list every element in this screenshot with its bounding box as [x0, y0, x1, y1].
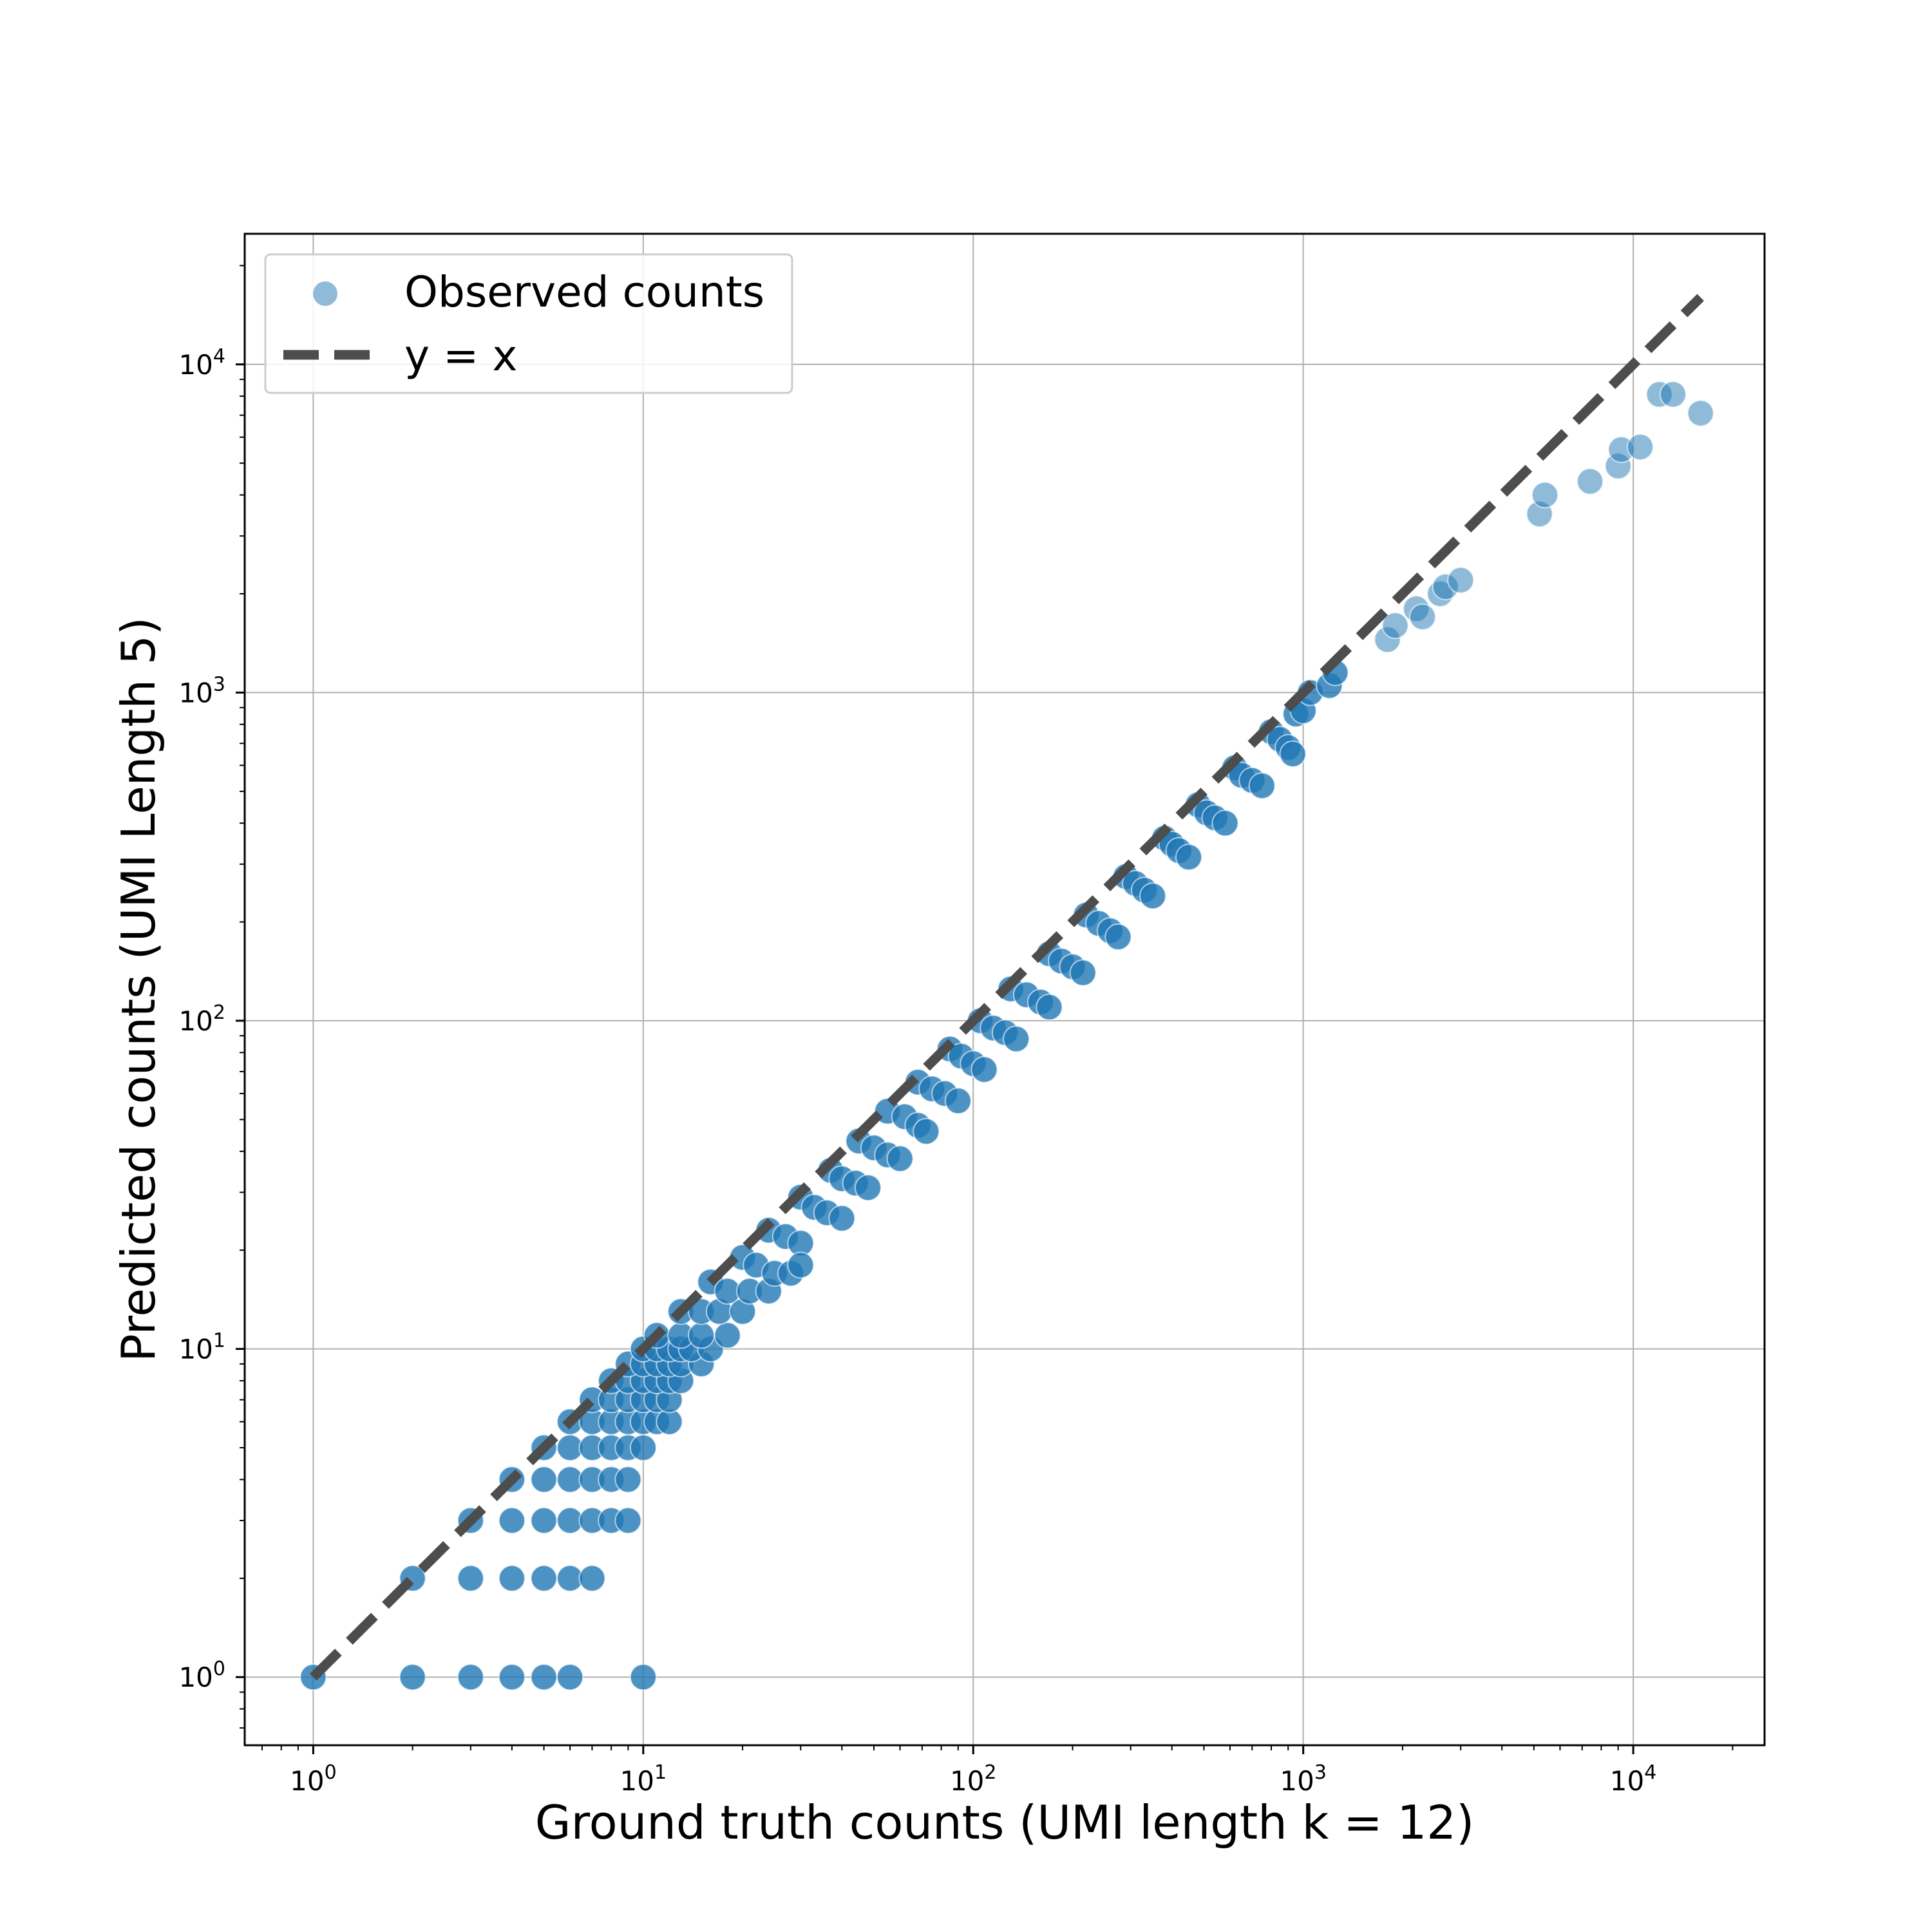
y-tick-label: 100 — [178, 1658, 225, 1693]
scatter-points — [299, 381, 1714, 1691]
data-point — [714, 1321, 741, 1349]
x-axis-label: Ground truth counts (UMI length k = 12) — [535, 1795, 1474, 1850]
data-point — [1531, 481, 1558, 509]
data-point — [1659, 381, 1687, 408]
legend-marker-observed — [312, 280, 339, 307]
legend-box — [264, 253, 793, 394]
data-point — [1279, 740, 1307, 768]
reference-line-layer — [310, 294, 1704, 1681]
data-point — [944, 1087, 972, 1115]
data-point — [1139, 882, 1167, 910]
data-point — [530, 1564, 558, 1592]
y-axis-ticks: 100 101 102 103 104 — [178, 265, 245, 1729]
data-point — [498, 1564, 526, 1592]
data-point — [1409, 603, 1437, 630]
data-point — [457, 1663, 484, 1691]
data-point — [913, 1117, 940, 1145]
data-point — [614, 1507, 642, 1535]
y-tick-label: 101 — [178, 1330, 225, 1365]
y-tick-label: 102 — [178, 1001, 225, 1037]
data-point — [457, 1564, 484, 1592]
legend-label-observed: Observed counts — [404, 267, 764, 317]
data-point — [1003, 1025, 1030, 1053]
y-tick-label: 104 — [178, 345, 225, 381]
data-point — [1175, 844, 1202, 871]
data-point — [1104, 923, 1132, 951]
data-point — [1248, 772, 1276, 800]
y-tick-label: 103 — [178, 673, 225, 708]
data-point — [1626, 433, 1654, 461]
legend: Observed counts y = x — [264, 253, 793, 394]
data-point — [1069, 959, 1097, 987]
data-point — [1447, 566, 1475, 594]
data-point — [1036, 993, 1063, 1021]
data-point — [629, 1663, 657, 1691]
data-point — [971, 1056, 998, 1083]
data-point — [1211, 810, 1239, 837]
data-point — [1687, 399, 1714, 427]
x-tick-label: 100 — [290, 1761, 337, 1797]
grid-lines — [245, 234, 1765, 1745]
data-point — [530, 1507, 558, 1535]
data-point — [1381, 612, 1409, 639]
x-tick-label: 104 — [1610, 1761, 1657, 1797]
data-point — [530, 1663, 558, 1691]
data-point — [498, 1663, 526, 1691]
x-axis-ticks: 100 101 102 103 104 — [261, 1745, 1734, 1797]
x-tick-label: 102 — [950, 1761, 997, 1797]
data-point — [498, 1507, 526, 1535]
data-point — [578, 1564, 606, 1592]
data-point — [399, 1663, 426, 1691]
data-point — [688, 1321, 715, 1349]
data-point — [629, 1434, 657, 1462]
data-point — [1577, 468, 1604, 495]
data-point — [828, 1204, 856, 1232]
data-point — [854, 1174, 882, 1202]
data-point — [530, 1466, 558, 1493]
data-point — [614, 1466, 642, 1493]
y-axis-label: Predicted counts (UMI Length 5) — [111, 617, 166, 1362]
plot-area-frame — [243, 232, 1766, 1747]
reference-line-y-equals-x — [310, 294, 1704, 1681]
legend-label-reference: y = x — [404, 331, 517, 381]
data-point — [886, 1145, 914, 1173]
data-point — [556, 1663, 584, 1691]
data-point — [787, 1251, 815, 1279]
x-tick-label: 101 — [620, 1761, 667, 1797]
x-tick-label: 103 — [1280, 1761, 1327, 1797]
